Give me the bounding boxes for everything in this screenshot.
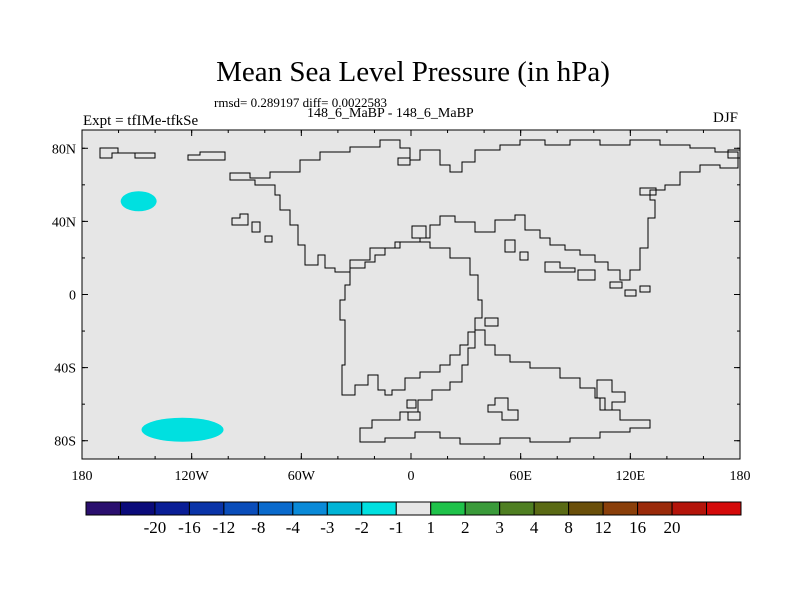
x-tick-label: 120W — [175, 469, 210, 484]
colorbar-swatch — [119, 501, 156, 516]
colorbar-label: 2 — [460, 518, 470, 537]
colorbar-swatch — [464, 501, 501, 516]
colorbar-swatch — [430, 501, 466, 516]
y-tick-label: 40N — [52, 215, 76, 230]
north-pacific-anomaly — [120, 191, 157, 212]
x-tick-label: 180 — [730, 469, 751, 484]
colorbar-swatch — [223, 501, 259, 516]
x-tick-label: 60W — [288, 469, 316, 484]
colorbar-label: -2 — [354, 518, 369, 537]
colorbar-label: 20 — [663, 518, 681, 537]
map-subtitle: 148_6_MaBP - 148_6_MaBP — [307, 106, 474, 121]
colorbar-label: -4 — [285, 518, 300, 537]
y-tick-label: 80S — [54, 435, 76, 450]
colorbar-swatch — [533, 501, 570, 516]
colorbar-label: 3 — [495, 518, 504, 537]
x-tick-label: 180 — [72, 469, 93, 484]
colorbar-swatch — [257, 501, 294, 516]
x-tick-label: 120E — [616, 469, 646, 484]
colorbar-swatch — [326, 501, 363, 516]
x-tick-label: 0 — [408, 469, 415, 484]
colorbar-swatch — [361, 501, 397, 516]
colorbar-label: -16 — [178, 518, 201, 537]
colorbar-swatch — [395, 501, 432, 516]
colorbar-swatch — [188, 501, 225, 516]
colorbar-label: 12 — [594, 518, 612, 537]
colorbar-label: -12 — [212, 518, 236, 537]
colorbar-label: 8 — [564, 518, 573, 537]
colorbar-label: 4 — [529, 518, 539, 537]
colorbar-label: -8 — [251, 518, 266, 537]
x-tick-label: 60E — [509, 469, 532, 484]
y-tick-label: 40S — [54, 362, 76, 377]
colorbar-swatch — [602, 501, 639, 516]
experiment-label: Expt = tfIMe-tfkSe — [83, 113, 199, 129]
colorbar-swatch — [292, 501, 328, 516]
colorbar-swatch — [706, 501, 742, 516]
colorbar-label: -3 — [320, 518, 335, 537]
south-pacific-anomaly — [141, 417, 224, 442]
season-label: DJF — [713, 110, 739, 126]
colorbar-swatch — [85, 501, 121, 516]
colorbar-swatch — [154, 501, 190, 516]
coastlines — [99, 139, 741, 445]
colorbar-swatch — [671, 501, 708, 516]
map-title: Mean Sea Level Pressure (in hPa) — [216, 56, 610, 88]
colorbar-swatch — [499, 501, 535, 516]
colorbar-label: -20 — [143, 518, 167, 537]
y-tick-label: 0 — [69, 289, 76, 304]
map-plot-area — [81, 129, 741, 460]
colorbar-label: 16 — [629, 518, 647, 537]
y-tick-label: 80N — [52, 142, 76, 157]
colorbar-swatch — [637, 501, 673, 516]
colorbar-label: -1 — [389, 518, 404, 537]
colorbar-swatch — [568, 501, 604, 516]
colorbar-label: 1 — [426, 518, 435, 537]
stats-line: rmsd= 0.289197 diff= 0.0022583 — [214, 95, 387, 110]
